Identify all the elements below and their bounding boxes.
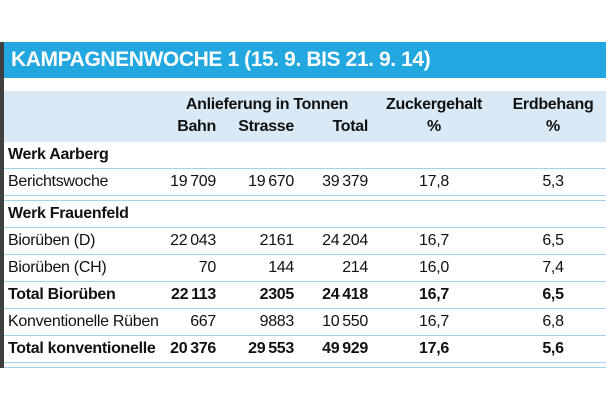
campaign-table-panel: KAMPAGNENWOCHE 1 (15. 9. BIS 21. 9. 14) … bbox=[0, 42, 606, 368]
row-label: Werk Aarberg bbox=[8, 146, 109, 163]
cell-strasse: 144 bbox=[268, 259, 294, 276]
cell-zuckergehalt: 16,7 bbox=[419, 232, 449, 249]
col-unit-zucker-percent: % bbox=[427, 118, 441, 135]
col-header-total: Total bbox=[332, 118, 368, 135]
row-label: Werk Frauenfeld bbox=[8, 205, 129, 222]
cell-total: 39 379 bbox=[322, 173, 368, 190]
cell-strasse: 9883 bbox=[259, 313, 295, 330]
cell-strasse: 29 553 bbox=[248, 340, 294, 357]
col-unit-erd-percent: % bbox=[546, 118, 560, 135]
title-bar: KAMPAGNENWOCHE 1 (15. 9. BIS 21. 9. 14) bbox=[4, 42, 606, 78]
table-row: Berichtswoche 19 709 19 670 39 379 17,8 5,3 bbox=[4, 169, 606, 196]
header-group-row: Anlieferung in Tonnen Zuckergehalt Erdbe… bbox=[4, 94, 606, 116]
table-row: Biorüben (CH) 70 144 214 16,0 7,4 bbox=[4, 255, 606, 282]
table-row: Biorüben (D) 22 043 2161 24 204 16,7 6,5 bbox=[4, 228, 606, 255]
cell-erdbehang: 5,3 bbox=[542, 173, 564, 190]
cell-bahn: 70 bbox=[198, 259, 217, 276]
table-row: Total Biorüben 22 113 2305 24 418 16,7 6,5 bbox=[4, 282, 606, 309]
cell-zuckergehalt: 16,7 bbox=[419, 286, 449, 303]
col-header-bahn: Bahn bbox=[177, 118, 216, 135]
cell-erdbehang: 5,6 bbox=[542, 340, 564, 357]
section-header-row: Werk Aarberg bbox=[4, 142, 606, 169]
cell-bahn: 22 043 bbox=[170, 232, 216, 249]
cell-zuckergehalt: 16,0 bbox=[419, 259, 449, 276]
row-label: Biorüben (CH) bbox=[8, 259, 107, 276]
col-group-anlieferung: Anlieferung in Tonnen bbox=[185, 96, 349, 113]
row-label: Konventionelle Rüben bbox=[8, 313, 159, 330]
cell-bahn: 22 113 bbox=[170, 286, 216, 303]
row-label: Berichtswoche bbox=[8, 173, 109, 190]
cell-total: 24 204 bbox=[322, 232, 368, 249]
table-row: Total konventionelle 20 376 29 553 49 929 17… bbox=[4, 336, 606, 363]
table-body: Werk Aarberg Berichtswoche 19 709 19 670 39 … bbox=[4, 142, 606, 368]
cell-zuckergehalt: 16,7 bbox=[419, 313, 449, 330]
cell-strasse: 19 670 bbox=[248, 173, 294, 190]
cell-bahn: 19 709 bbox=[170, 173, 216, 190]
col-header-zuckergehalt: Zuckergehalt bbox=[386, 96, 482, 113]
cell-total: 49 929 bbox=[322, 340, 368, 357]
cell-strasse: 2161 bbox=[259, 232, 295, 249]
row-label: Biorüben (D) bbox=[8, 232, 96, 249]
header-sub-row: Bahn Strasse Total % % bbox=[4, 116, 606, 138]
cell-zuckergehalt: 17,8 bbox=[419, 173, 449, 190]
cell-erdbehang: 6,8 bbox=[542, 313, 564, 330]
section-divider bbox=[4, 363, 606, 368]
cell-erdbehang: 6,5 bbox=[542, 232, 564, 249]
page-title: KAMPAGNENWOCHE 1 (15. 9. BIS 21. 9. 14) bbox=[11, 48, 431, 71]
row-label: Total Biorüben bbox=[8, 286, 116, 303]
cell-zuckergehalt: 17,6 bbox=[419, 340, 449, 357]
table-header: Anlieferung in Tonnen Zuckergehalt Erdbe… bbox=[4, 91, 606, 142]
cell-bahn: 20 376 bbox=[170, 340, 216, 357]
cell-bahn: 667 bbox=[190, 313, 216, 330]
cell-erdbehang: 6,5 bbox=[542, 286, 564, 303]
cell-total: 10 550 bbox=[322, 313, 368, 330]
title-gap bbox=[4, 78, 606, 91]
cell-total: 24 418 bbox=[322, 286, 368, 303]
cell-total: 214 bbox=[342, 259, 368, 276]
cell-erdbehang: 7,4 bbox=[542, 259, 564, 276]
col-header-strasse: Strasse bbox=[238, 118, 294, 135]
table-row: Konventionelle Rüben 667 9883 10 550 16,7 6,8 bbox=[4, 309, 606, 336]
cell-strasse: 2305 bbox=[259, 286, 295, 303]
section-header-row: Werk Frauenfeld bbox=[4, 201, 606, 228]
section-divider bbox=[4, 196, 606, 201]
row-label: Total konventionelle bbox=[8, 340, 156, 357]
col-header-erdbehang: Erdbehang bbox=[512, 96, 594, 113]
